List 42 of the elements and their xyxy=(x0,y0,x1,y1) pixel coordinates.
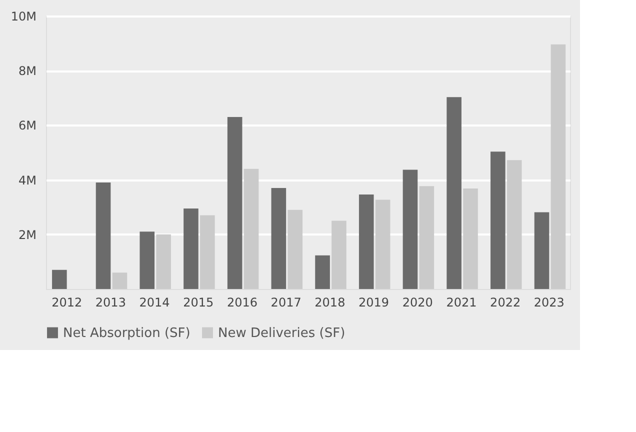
bar xyxy=(506,160,522,289)
bar xyxy=(140,232,155,289)
bar xyxy=(52,270,67,289)
bar xyxy=(156,234,171,289)
x-tick-label: 2019 xyxy=(358,296,390,310)
bar xyxy=(446,97,462,289)
bar xyxy=(490,152,506,289)
bar xyxy=(419,186,434,289)
bar xyxy=(358,194,374,289)
bar xyxy=(315,255,330,289)
y-tick-label: 10M xyxy=(10,10,36,24)
bar xyxy=(271,188,286,289)
bar xyxy=(96,182,111,289)
x-tick-label: 2021 xyxy=(446,296,477,310)
x-tick-label: 2023 xyxy=(534,296,564,310)
x-tick-label: 2014 xyxy=(139,296,170,310)
bar xyxy=(227,117,242,289)
x-tick-label: 2020 xyxy=(402,296,433,310)
bar xyxy=(375,200,390,289)
bar xyxy=(550,44,566,289)
bar xyxy=(463,188,478,289)
x-tick-label: 2018 xyxy=(314,296,346,310)
legend-label: New Deliveries (SF) xyxy=(218,326,346,341)
x-tick-label: 2016 xyxy=(226,296,258,310)
x-tick-label: 2022 xyxy=(490,296,521,310)
bar xyxy=(244,168,259,289)
bar xyxy=(332,220,346,289)
bar xyxy=(184,208,198,289)
y-tick-label: 2M xyxy=(18,228,36,242)
bar xyxy=(112,272,128,289)
legend-label: Net Absorption (SF) xyxy=(63,326,190,341)
bar xyxy=(200,215,215,289)
x-tick-label: 2013 xyxy=(95,296,126,310)
bar xyxy=(534,212,550,289)
bar xyxy=(288,210,303,289)
y-tick-label: 6M xyxy=(18,118,36,133)
bar xyxy=(402,170,418,289)
y-tick-label: 4M xyxy=(18,173,36,188)
x-tick-label: 2017 xyxy=(270,296,302,310)
x-tick-label: 2012 xyxy=(52,296,82,310)
x-tick-label: 2015 xyxy=(183,296,214,310)
y-tick-label: 8M xyxy=(18,64,36,78)
